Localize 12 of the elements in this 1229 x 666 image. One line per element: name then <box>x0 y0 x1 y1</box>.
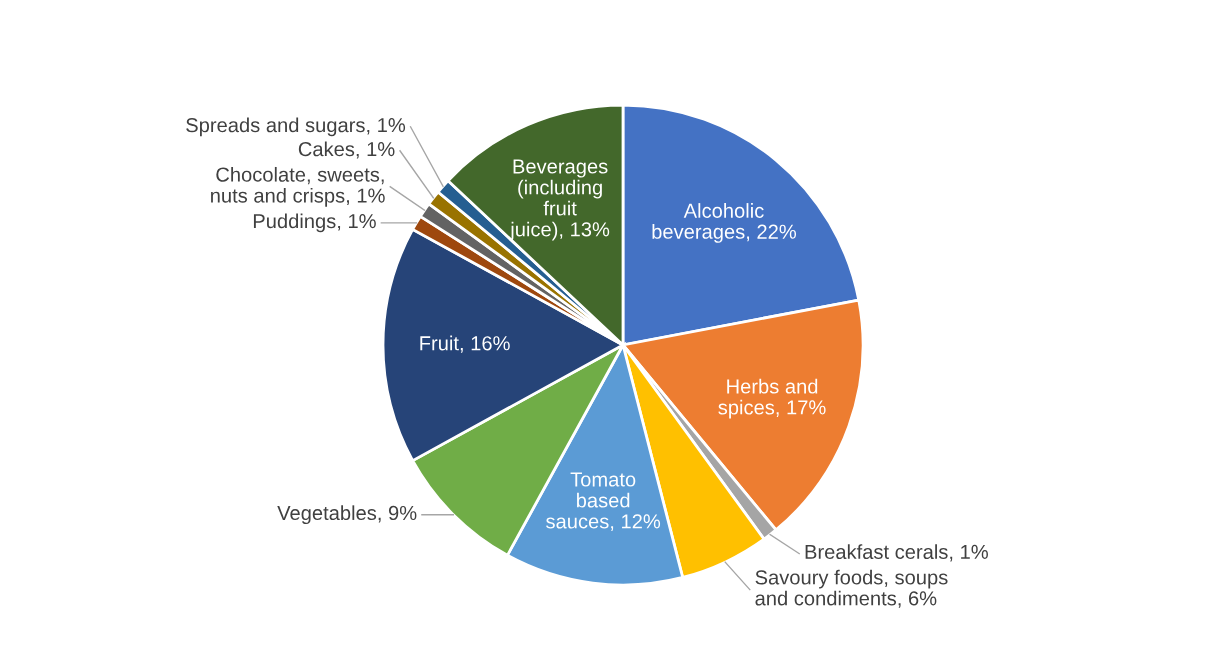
slice-label: Vegetables, 9% <box>277 505 417 525</box>
slice-label: Fruit, 16% <box>420 335 510 353</box>
slice-label: Puddings, 1% <box>253 213 376 233</box>
slice-label: Savoury foods, soups and condiments, 6% <box>755 569 948 608</box>
slice-label: Chocolate, sweets, nuts and crisps, 1% <box>211 166 385 207</box>
slice-label: Breakfast cerals, 1% <box>805 544 988 562</box>
slice-label: Spreads and sugars, 1% <box>186 117 406 137</box>
slice-label: Herbs and spices, 17% <box>718 378 826 419</box>
slice-label: Alcoholic beverages, 22% <box>652 203 797 243</box>
slice-label: Tomato based sauces, 12% <box>546 472 661 531</box>
slice-label: Cakes, 1% <box>298 141 395 159</box>
slice-label: Beverages (including fruit juice), 13% <box>509 159 610 241</box>
